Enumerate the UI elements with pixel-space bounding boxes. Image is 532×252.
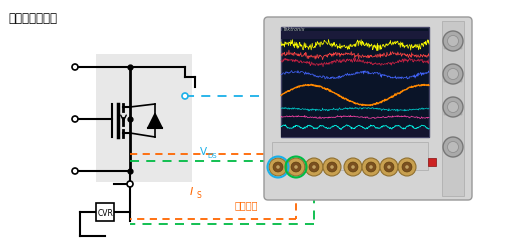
Circle shape [182, 94, 188, 100]
Circle shape [369, 166, 373, 169]
Circle shape [405, 166, 409, 169]
Circle shape [72, 65, 78, 71]
Circle shape [127, 181, 133, 187]
Circle shape [348, 162, 358, 172]
Circle shape [72, 168, 78, 174]
Bar [96, 203, 114, 221]
Circle shape [380, 158, 398, 176]
Circle shape [327, 162, 337, 172]
Circle shape [447, 142, 459, 153]
Bar [428, 158, 436, 166]
Circle shape [287, 158, 305, 176]
Circle shape [443, 137, 463, 158]
Circle shape [269, 158, 287, 176]
Bar [281, 32, 429, 40]
Text: 器件电流: 器件电流 [235, 199, 259, 209]
Text: DS: DS [207, 152, 217, 158]
Bar [96, 55, 192, 182]
Circle shape [344, 158, 362, 176]
Circle shape [305, 158, 323, 176]
Circle shape [273, 162, 283, 172]
Circle shape [387, 166, 391, 169]
Circle shape [351, 166, 355, 169]
Bar [281, 28, 429, 137]
Circle shape [276, 166, 280, 169]
Polygon shape [148, 114, 162, 128]
Text: CVR: CVR [98, 208, 114, 217]
Circle shape [447, 69, 459, 80]
Circle shape [384, 162, 394, 172]
Bar [444, 77, 462, 83]
Text: S: S [197, 190, 202, 199]
Circle shape [447, 36, 459, 47]
Circle shape [366, 162, 376, 172]
Circle shape [72, 116, 78, 122]
Circle shape [362, 158, 380, 176]
Circle shape [330, 166, 334, 169]
Circle shape [294, 166, 298, 169]
Text: V: V [200, 146, 207, 156]
Circle shape [271, 162, 281, 172]
Circle shape [323, 158, 341, 176]
Text: Tektronix: Tektronix [283, 27, 305, 32]
Text: 探头接地不正确: 探头接地不正确 [8, 12, 57, 25]
Circle shape [291, 162, 301, 172]
Circle shape [443, 98, 463, 117]
FancyBboxPatch shape [264, 18, 472, 200]
Text: I: I [190, 186, 193, 196]
Circle shape [447, 102, 459, 113]
Bar [444, 110, 462, 115]
Bar [272, 142, 428, 170]
Circle shape [309, 162, 319, 172]
Circle shape [398, 158, 416, 176]
Circle shape [312, 166, 316, 169]
Bar [281, 128, 429, 137]
Circle shape [443, 65, 463, 85]
Circle shape [443, 32, 463, 52]
Circle shape [402, 162, 412, 172]
Bar [442, 22, 464, 196]
Bar [444, 44, 462, 50]
